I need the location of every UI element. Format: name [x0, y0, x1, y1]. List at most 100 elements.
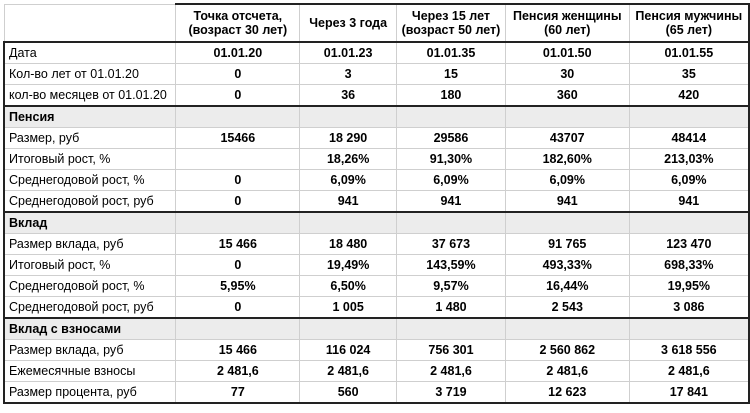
deposit-row: Итоговый рост, % 0 19,49% 143,59% 493,33…: [3, 254, 750, 276]
header-start-point: Точка отсчета, (возраст 30 лет): [175, 3, 301, 43]
section-filler: [396, 105, 506, 128]
deposit-row: Среднегодовой рост, % 5,95% 6,50% 9,57% …: [3, 275, 750, 297]
section-filler: [175, 211, 301, 234]
header-after-15-years: Через 15 лет (возраст 50 лет): [396, 3, 506, 43]
section-deposit-contrib-header: Вклад с взносами: [3, 317, 750, 340]
section-filler: [504, 105, 630, 128]
section-title: Вклад с взносами: [3, 317, 177, 340]
header-row: Точка отсчета, (возраст 30 лет) Через 3 г…: [3, 3, 750, 43]
row-label: Среднегодовой рост, %: [3, 169, 177, 191]
value-cell: 6,09%: [628, 169, 750, 191]
section-filler: [628, 317, 750, 340]
value-cell: 116 024: [299, 339, 398, 361]
value-cell: 941: [504, 190, 630, 213]
header-pension-women: Пенсия женщины (60 лет): [504, 3, 630, 43]
section-filler: [504, 211, 630, 234]
date-cell: 01.01.23: [299, 41, 398, 64]
section-filler: [396, 317, 506, 340]
row-label: Среднегодовой рост, руб: [3, 296, 177, 319]
pension-row: Размер, руб 15466 18 290 29586 43707 484…: [3, 127, 750, 149]
row-label: Итоговый рост, %: [3, 148, 177, 170]
header-start-line1: Точка отсчета,: [193, 9, 283, 23]
value-cell: 0: [175, 190, 301, 213]
value-cell: 18,26%: [299, 148, 398, 170]
value-cell: 2 481,6: [175, 360, 301, 382]
deposit-row: Размер вклада, руб 15 466 18 480 37 673 …: [3, 233, 750, 255]
value-cell: 3: [299, 63, 398, 85]
section-filler: [299, 105, 398, 128]
row-label: Размер вклада, руб: [3, 233, 177, 255]
section-title: Вклад: [3, 211, 177, 234]
row-label: Ежемесячные взносы: [3, 360, 177, 382]
value-cell: 1 005: [299, 296, 398, 319]
value-cell: 15 466: [175, 233, 301, 255]
value-cell: 35: [628, 63, 750, 85]
section-deposit-header: Вклад: [3, 211, 750, 234]
pension-row: Итоговый рост, % 18,26% 91,30% 182,60% 2…: [3, 148, 750, 170]
value-cell: 0: [175, 169, 301, 191]
value-cell: 0: [175, 254, 301, 276]
header-pension-men: Пенсия мужчины (65 лет): [628, 3, 750, 43]
value-cell: 15 466: [175, 339, 301, 361]
value-cell: 15466: [175, 127, 301, 149]
section-filler: [299, 211, 398, 234]
value-cell: 6,50%: [299, 275, 398, 297]
header-after-15-line2: (возраст 50 лет): [401, 23, 501, 37]
value-cell: 756 301: [396, 339, 506, 361]
section-filler: [396, 211, 506, 234]
value-cell: 213,03%: [628, 148, 750, 170]
header-after-3-years-label: Через 3 года: [309, 16, 388, 30]
value-cell: 19,49%: [299, 254, 398, 276]
header-after-3-years: Через 3 года: [299, 3, 398, 43]
value-cell: 6,09%: [396, 169, 506, 191]
header-empty-cell: [3, 3, 177, 43]
value-cell: 123 470: [628, 233, 750, 255]
row-label: Среднегодовой рост, руб: [3, 190, 177, 213]
row-label: Дата: [3, 41, 177, 64]
date-cell: 01.01.55: [628, 41, 750, 64]
value-cell: 941: [628, 190, 750, 213]
value-cell: 143,59%: [396, 254, 506, 276]
value-cell: 91,30%: [396, 148, 506, 170]
value-cell: 77: [175, 381, 301, 404]
value-cell: 16,44%: [504, 275, 630, 297]
header-start-line2: (возраст 30 лет): [188, 23, 288, 37]
value-cell: 3 618 556: [628, 339, 750, 361]
value-cell: 17 841: [628, 381, 750, 404]
section-title: Пенсия: [3, 105, 177, 128]
row-label: Итоговый рост, %: [3, 254, 177, 276]
date-cell: 01.01.50: [504, 41, 630, 64]
months-row: кол-во месяцев от 01.01.20 0 36 180 360 …: [3, 84, 750, 107]
value-cell: 3 086: [628, 296, 750, 319]
deposit-contrib-row: Размер процента, руб 77 560 3 719 12 623…: [3, 381, 750, 404]
value-cell: 493,33%: [504, 254, 630, 276]
row-label: Размер вклада, руб: [3, 339, 177, 361]
header-men-line1: Пенсия мужчины: [635, 9, 743, 23]
value-cell: 2 481,6: [299, 360, 398, 382]
header-after-15-line1: Через 15 лет: [411, 9, 490, 23]
pension-row: Среднегодовой рост, руб 0 941 941 941 94…: [3, 190, 750, 213]
value-cell: 37 673: [396, 233, 506, 255]
value-cell: 36: [299, 84, 398, 107]
section-filler: [628, 105, 750, 128]
value-cell: 560: [299, 381, 398, 404]
value-cell: 6,09%: [504, 169, 630, 191]
section-filler: [504, 317, 630, 340]
value-cell: [175, 148, 301, 170]
value-cell: 3 719: [396, 381, 506, 404]
pension-comparison-table: Точка отсчета, (возраст 30 лет) Через 3 г…: [3, 3, 750, 404]
section-filler: [175, 105, 301, 128]
header-women-line2: (60 лет): [544, 23, 591, 37]
row-label: Кол-во лет от 01.01.20: [3, 63, 177, 85]
row-label: кол-во месяцев от 01.01.20: [3, 84, 177, 107]
years-row: Кол-во лет от 01.01.20 0 3 15 30 35: [3, 63, 750, 85]
date-row: Дата 01.01.20 01.01.23 01.01.35 01.01.50…: [3, 41, 750, 64]
value-cell: 2 543: [504, 296, 630, 319]
value-cell: 2 560 862: [504, 339, 630, 361]
value-cell: 19,95%: [628, 275, 750, 297]
value-cell: 698,33%: [628, 254, 750, 276]
value-cell: 2 481,6: [504, 360, 630, 382]
value-cell: 15: [396, 63, 506, 85]
value-cell: 43707: [504, 127, 630, 149]
value-cell: 941: [299, 190, 398, 213]
